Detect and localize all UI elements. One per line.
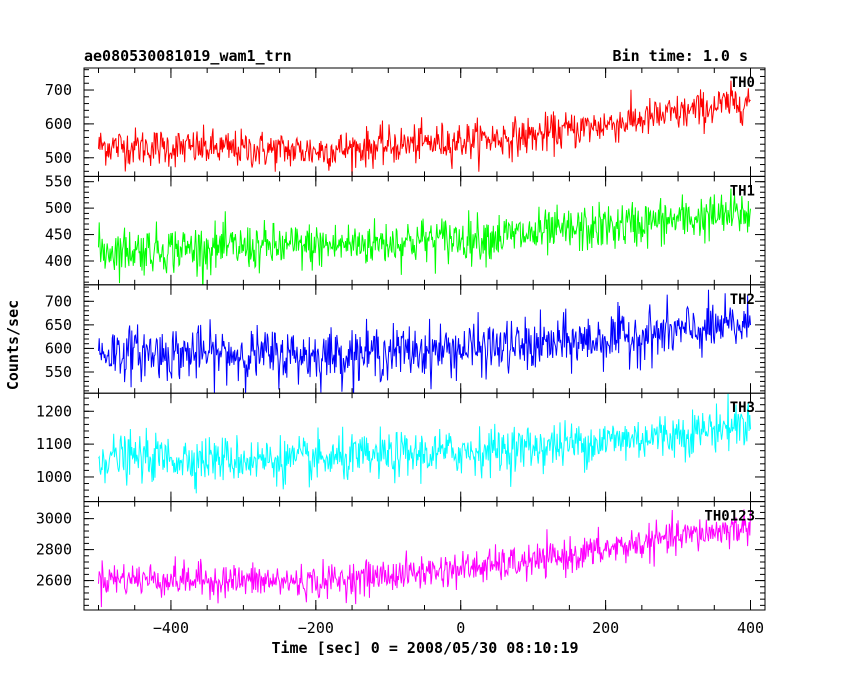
series-line-th0 bbox=[97, 80, 751, 177]
series-line-th3 bbox=[98, 393, 752, 494]
y-tick-label: 1200 bbox=[36, 402, 72, 420]
y-tick-label: 2600 bbox=[36, 572, 72, 590]
y-tick-label: 700 bbox=[45, 292, 72, 310]
chart-title-left: ae080530081019_wam1_trn bbox=[84, 47, 292, 65]
y-tick-label: 3000 bbox=[36, 510, 72, 528]
y-tick-label: 2800 bbox=[36, 541, 72, 559]
y-tick-label: 500 bbox=[45, 199, 72, 217]
panel-frame bbox=[83, 67, 766, 177]
y-tick-label: 450 bbox=[45, 226, 72, 244]
y-tick-label: 1100 bbox=[36, 435, 72, 453]
y-tick-label: 600 bbox=[45, 339, 72, 357]
x-tick-label: −400 bbox=[153, 619, 189, 637]
x-tick-label: 0 bbox=[456, 619, 465, 637]
panels-group: 500 600 700 TH0 400 450 500 550 TH1 550 600 650 700 T… bbox=[36, 67, 766, 611]
x-tick-label: 400 bbox=[737, 619, 764, 637]
panel-th2: 550 600 650 700 TH2 bbox=[45, 284, 766, 394]
panel-th0: 500 600 700 TH0 bbox=[45, 67, 766, 177]
x-axis: −400 −200 0 200 400 bbox=[153, 619, 764, 637]
panel-th1: 400 450 500 550 TH1 bbox=[45, 173, 766, 286]
panel-frame bbox=[83, 501, 766, 611]
x-axis-title: Time [sec] 0 = 2008/05/30 08:10:19 bbox=[271, 639, 578, 657]
chart-title-right: Bin time: 1.0 s bbox=[613, 47, 748, 65]
y-tick-label: 550 bbox=[45, 363, 72, 381]
panel-label-th1: TH1 bbox=[730, 183, 755, 199]
series-line-th2 bbox=[97, 289, 752, 394]
panel-label-th0123: TH0123 bbox=[704, 509, 755, 525]
y-tick-label: 650 bbox=[45, 316, 72, 334]
y-tick-label: 500 bbox=[45, 149, 72, 167]
x-tick-label: −200 bbox=[298, 619, 334, 637]
y-axis-title: Counts/sec bbox=[4, 300, 22, 390]
y-tick-label: 700 bbox=[45, 81, 72, 99]
y-tick-label: 400 bbox=[45, 252, 72, 270]
y-tick-label: 600 bbox=[45, 115, 72, 133]
panel-th3: 1000 1100 1200 TH3 bbox=[36, 392, 766, 503]
panel-label-th3: TH3 bbox=[730, 400, 755, 416]
series-line-th0123 bbox=[97, 509, 752, 608]
y-tick-label: 1000 bbox=[36, 468, 72, 486]
panel-label-th2: TH2 bbox=[730, 292, 755, 308]
panel-label-th0: TH0 bbox=[730, 75, 755, 91]
x-tick-label: 200 bbox=[592, 619, 619, 637]
panel-frame bbox=[83, 175, 766, 286]
panel-th0123: 2600 2800 3000 TH0123 bbox=[36, 501, 766, 611]
y-tick-label: 550 bbox=[45, 173, 72, 191]
series-line-th1 bbox=[97, 188, 752, 285]
